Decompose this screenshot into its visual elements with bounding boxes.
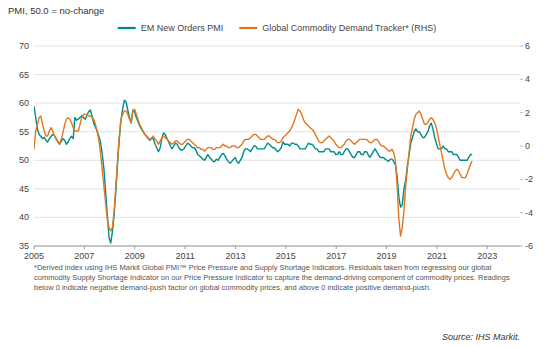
- y2-tick-label: -4: [525, 208, 533, 218]
- y2-tick: [520, 79, 523, 80]
- x-tick-label: 2005: [24, 251, 44, 261]
- x-tick-label: 2007: [74, 251, 94, 261]
- y-tick-label: 55: [19, 127, 29, 137]
- x-tick: [386, 246, 387, 249]
- y2-tick-label: 4: [525, 74, 530, 84]
- x-tick: [134, 246, 135, 249]
- x-tick: [487, 246, 488, 249]
- legend-swatch: [239, 27, 257, 29]
- grid-line: [34, 46, 520, 47]
- y2-tick-label: 6: [525, 41, 530, 51]
- x-axis-line: [34, 246, 520, 247]
- footnote-line: below 0 indicate negative demand-push fa…: [34, 283, 431, 292]
- y2-tick-label: -6: [525, 241, 533, 251]
- x-tick: [336, 246, 337, 249]
- x-tick: [185, 246, 186, 249]
- y-tick-label: 60: [19, 98, 29, 108]
- grid-line: [34, 103, 520, 104]
- grid-line: [34, 246, 520, 247]
- chart: 35 40 45 50 55 60 65 70 -6 -4 -2 0 2 4 6 2005 2007 2009 20…: [0, 0, 556, 348]
- x-tick: [84, 246, 85, 249]
- legend-label: Global Commodity Demand Tracker* (RHS): [262, 23, 436, 33]
- x-tick-label: 2023: [477, 251, 497, 261]
- y-tick-label: 50: [19, 155, 29, 165]
- x-tick-label: 2015: [276, 251, 296, 261]
- y2-tick: [520, 112, 523, 113]
- source: Source: IHS Markit.: [442, 332, 520, 342]
- y2-tick: [520, 212, 523, 213]
- legend: EM New Orders PMI Global Commodity Demand…: [118, 23, 437, 33]
- footnote: *Derived index using IHS Markit Global P…: [34, 263, 510, 292]
- legend-swatch: [118, 27, 136, 29]
- y2-tick-label: -2: [525, 174, 533, 184]
- series-line: [34, 100, 472, 243]
- y2-tick: [520, 46, 523, 47]
- x-tick-label: 2017: [326, 251, 346, 261]
- x-tick-label: 2013: [225, 251, 245, 261]
- footnote-line: commodity Supply Shortage Indicator on o…: [34, 273, 510, 282]
- grid-line: [34, 160, 520, 161]
- x-tick-label: 2021: [427, 251, 447, 261]
- grid-line: [34, 74, 520, 75]
- y-tick-label: 65: [19, 70, 29, 80]
- x-tick: [235, 246, 236, 249]
- y-tick-label: 40: [19, 212, 29, 222]
- grid-line: [34, 131, 520, 132]
- y2-tick: [520, 146, 523, 147]
- y2-tick-label: 0: [525, 141, 530, 151]
- x-tick: [436, 246, 437, 249]
- x-tick: [34, 246, 35, 249]
- series-line: [34, 109, 472, 236]
- grid: [34, 46, 520, 246]
- y-tick-label: 35: [19, 241, 29, 251]
- x-tick-label: 2011: [175, 251, 194, 261]
- footnote-line: *Derived index using IHS Markit Global P…: [34, 263, 492, 272]
- lines: [34, 100, 472, 243]
- legend-label: EM New Orders PMI: [141, 23, 224, 33]
- x-tick-label: 2009: [125, 251, 145, 261]
- x-tick-label: 2019: [377, 251, 397, 261]
- y2-tick: [520, 179, 523, 180]
- grid-line: [34, 188, 520, 189]
- y-tick-label: 45: [19, 184, 29, 194]
- x-tick: [285, 246, 286, 249]
- y-tick-label: 70: [19, 41, 29, 51]
- y2-tick: [520, 246, 523, 247]
- title: PMI, 50.0 = no-change: [8, 5, 104, 16]
- y2-tick-label: 2: [525, 108, 530, 118]
